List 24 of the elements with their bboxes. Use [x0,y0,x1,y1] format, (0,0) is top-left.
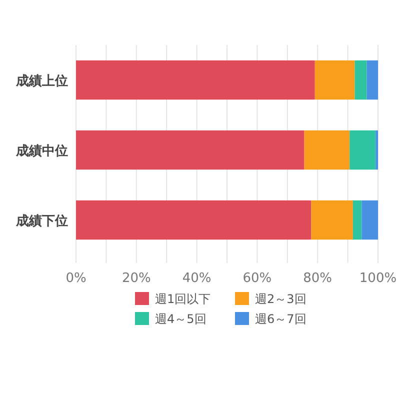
bar [304,130,350,170]
y-tick-label: 成績下位 [15,214,68,229]
bar [366,60,378,100]
bar [76,60,315,100]
y-tick-label: 成績中位 [15,144,68,159]
legend-label: 週2～3回 [255,292,306,306]
y-tick-label: 成績上位 [15,74,68,89]
x-tick-label: 100% [359,271,397,286]
legend-label: 週6～7回 [255,312,306,326]
legend-label: 週4～5回 [155,312,206,326]
bar [362,200,378,240]
bar [354,60,367,100]
bar [350,130,376,170]
bar [314,60,355,100]
bar [76,130,304,170]
x-tick-label: 60% [242,271,272,286]
x-tick-label: 80% [303,271,332,286]
x-tick-label: 40% [182,271,212,286]
x-tick-label: 20% [122,271,151,286]
bar [352,200,362,240]
bar [76,200,312,240]
legend-label: 週1回以下 [155,292,211,306]
bar [311,200,353,240]
x-tick-label: 0% [66,271,86,286]
